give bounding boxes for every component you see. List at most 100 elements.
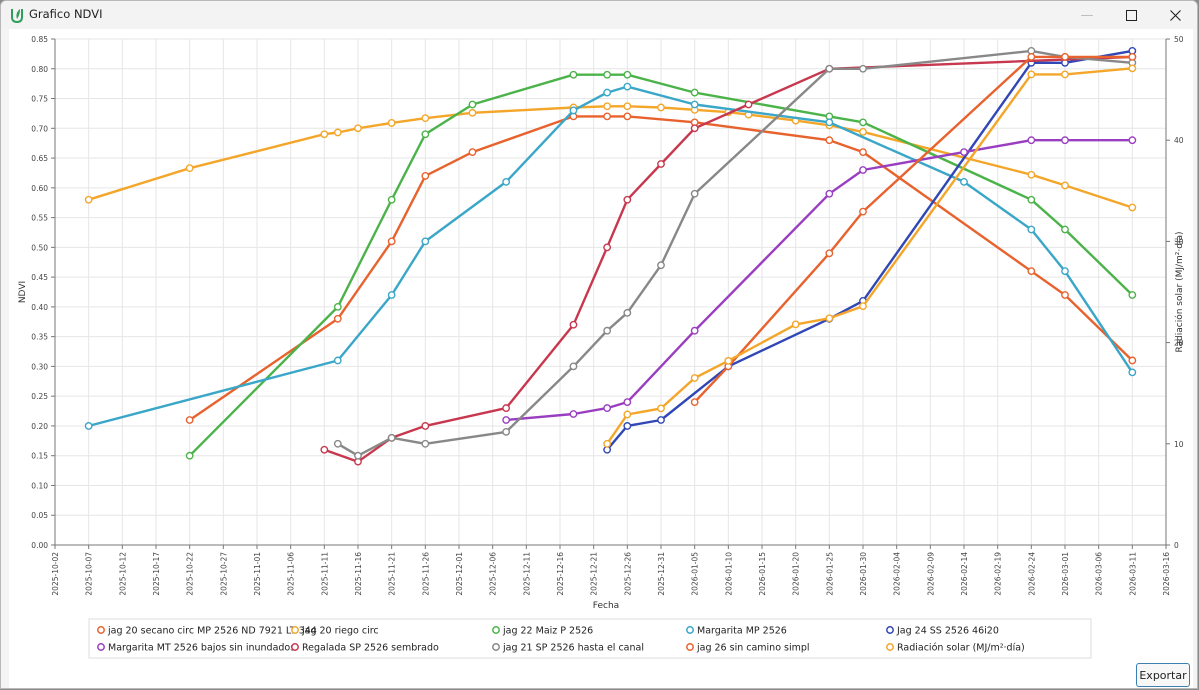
series-line [189,115,1134,421]
data-point [825,189,834,198]
x-tick-label: 2025-12-06 [489,552,498,596]
data-point [724,356,733,365]
data-point [1128,64,1137,73]
x-tick-label: 2026-01-25 [825,552,834,596]
data-point [354,124,362,133]
data-point [657,103,665,112]
y-tick-label: 0.80 [31,65,48,74]
ndvi-chart: 0.00 0.05 0.10 0.15 0.20 0.25 0.30 0.35 0.40 0.45… [18,35,1185,659]
x-axis-title: Fecha [593,601,619,611]
data-point [960,177,968,186]
data-point [1128,368,1137,377]
data-point [603,112,612,121]
data-point [468,100,477,109]
legend-marker [686,626,694,634]
data-point [1128,203,1137,212]
legend-marker [886,643,894,651]
series-line [606,49,1133,451]
data-point [825,118,834,127]
data-point [320,445,329,454]
data-point [354,451,362,460]
legend-label: jag 21 SP 2526 hasta el canal [502,643,644,654]
data-point [623,422,632,430]
x-tick-label: 2026-01-10 [724,552,733,596]
x-tick-label: 2025-11-06 [287,552,296,596]
data-point [333,128,342,137]
y-axis-title: NDVI [18,281,28,303]
legend-marker [686,643,694,651]
x-tick-label: 2026-03-11 [1128,552,1137,596]
maximize-button[interactable] [1109,1,1153,29]
legend-label: jag 20 riego circ [301,626,379,637]
data-point [657,416,665,424]
x-tick-label: 2025-11-21 [388,552,397,596]
data-point [859,302,867,311]
data-point [502,416,511,424]
data-point [1061,181,1069,190]
data-point [1027,70,1036,79]
data-point [623,308,632,317]
close-button[interactable] [1153,1,1197,29]
y-tick-label: 0.75 [31,95,48,104]
window-title: Grafico NDVI [29,7,103,21]
data-point [1061,70,1069,79]
export-button[interactable]: Exportar [1136,663,1190,687]
y-tick-label: 0.70 [31,124,48,133]
x-tick-label: 2025-10-02 [51,552,60,596]
data-point [387,237,396,246]
data-point [1061,291,1069,299]
legend-marker [291,643,299,651]
data-point [603,439,612,448]
y-tick-label: 0.20 [31,422,48,431]
y-tick-label: 0.50 [31,243,48,252]
legend-label: jag 20 secano circ MP 2526 ND 7921 LT 34… [107,626,317,637]
data-point [569,106,578,115]
y2-tick-label: 40 [1174,136,1184,145]
y2-tick-label: 10 [1174,440,1184,449]
x-tick-label: 2025-12-31 [657,552,666,596]
x-tick-label: 2026-03-16 [1162,552,1171,596]
x-tick-label: 2025-12-11 [522,552,531,596]
data-point [623,82,632,91]
y-tick-label: 0.10 [31,481,48,490]
x-tick-label: 2026-01-05 [691,552,700,596]
data-point [421,172,430,180]
data-point [623,195,632,204]
content-area: 0.00 0.05 0.10 0.15 0.20 0.25 0.30 0.35 0.40 0.45… [1,29,1197,688]
ndvi-chart-panel: 0.00 0.05 0.10 0.15 0.20 0.25 0.30 0.35 0.40 0.45… [9,29,1193,688]
data-point [1027,136,1036,145]
data-point [690,189,699,198]
data-point [603,243,612,252]
y-tick-label: 0.60 [31,184,48,193]
data-point [859,166,867,174]
y-tick-label: 0.15 [31,452,48,461]
data-point [1027,170,1036,179]
y-tick-label: 0.65 [31,154,48,163]
minimize-button[interactable]: — [1065,1,1109,29]
data-point [623,410,632,419]
data-point [1128,291,1137,299]
x-tick-label: 2025-10-12 [118,552,127,596]
x-tick-label: 2025-11-11 [320,552,329,596]
x-tick-label: 2025-12-16 [556,552,565,596]
x-tick-label: 2025-11-26 [421,552,430,596]
data-point [333,356,342,365]
data-point [825,64,834,73]
close-icon [1169,9,1181,21]
data-point [569,362,578,371]
data-point [387,119,396,127]
data-point [502,177,511,186]
data-point [84,422,93,430]
x-tick-label: 2026-01-20 [792,552,801,596]
data-point [185,416,194,424]
series-line [505,138,1133,422]
data-point [333,314,342,323]
x-tick-label: 2025-11-16 [354,552,363,596]
data-point [825,314,834,323]
x-tick-label: 2026-03-06 [1095,552,1104,596]
title-bar: Grafico NDVI — [1,1,1197,29]
data-point [657,404,665,413]
y-tick-label: 0.30 [31,362,48,371]
data-point [825,136,834,145]
y-tick-label: 0.35 [31,333,48,342]
